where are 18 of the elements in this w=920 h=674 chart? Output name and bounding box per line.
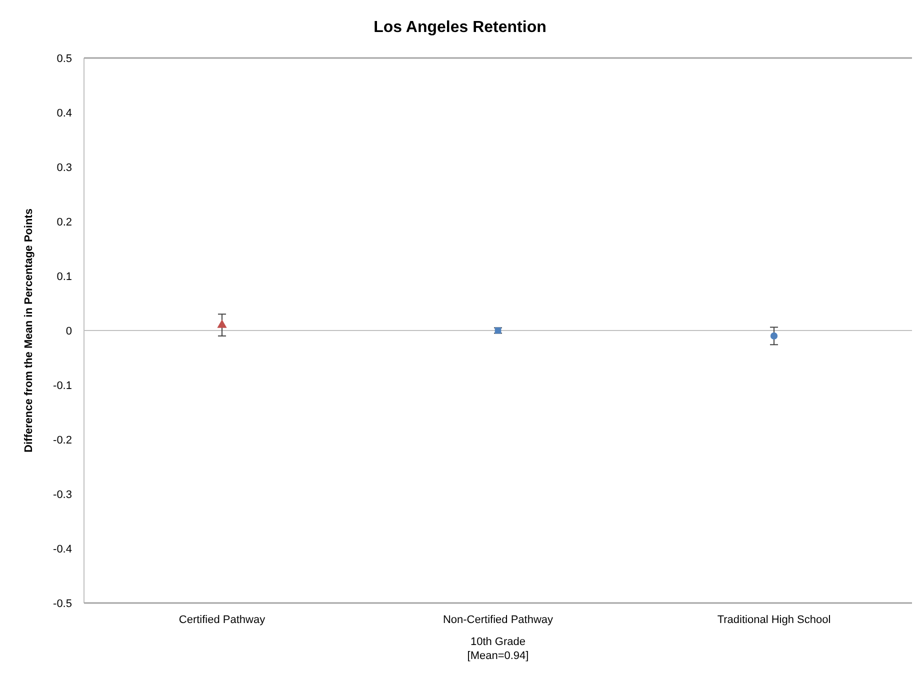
text: [Mean=0.94] (467, 650, 529, 662)
x-axis-title: 10th Grade (470, 636, 526, 648)
y-tick-label: -0.4 (53, 543, 72, 556)
y-tick-label: 0.2 (56, 216, 72, 228)
y-axis-title: Difference from the Mean in Percentage Points (23, 208, 35, 452)
y-tick-label: 0.1 (56, 270, 72, 283)
y-tick-label: 0.4 (56, 107, 72, 120)
y-tick-label: -0.1 (53, 380, 72, 392)
x-tick-label: Certified Pathway (178, 614, 266, 626)
y-tick-label: 0.3 (56, 162, 72, 174)
y-tick-label: -0.2 (53, 434, 72, 446)
y-tick-label: -0.3 (53, 488, 72, 501)
y-tick-label: 0 (66, 325, 72, 338)
y-tick-label: 0.5 (56, 52, 72, 65)
x-tick-label: Non-Certified Pathway (442, 614, 554, 626)
y-tick-label: -0.5 (53, 598, 72, 610)
x-tick-label: Traditional High School (717, 614, 831, 626)
chart-title: Los Angeles Retention (374, 19, 546, 36)
